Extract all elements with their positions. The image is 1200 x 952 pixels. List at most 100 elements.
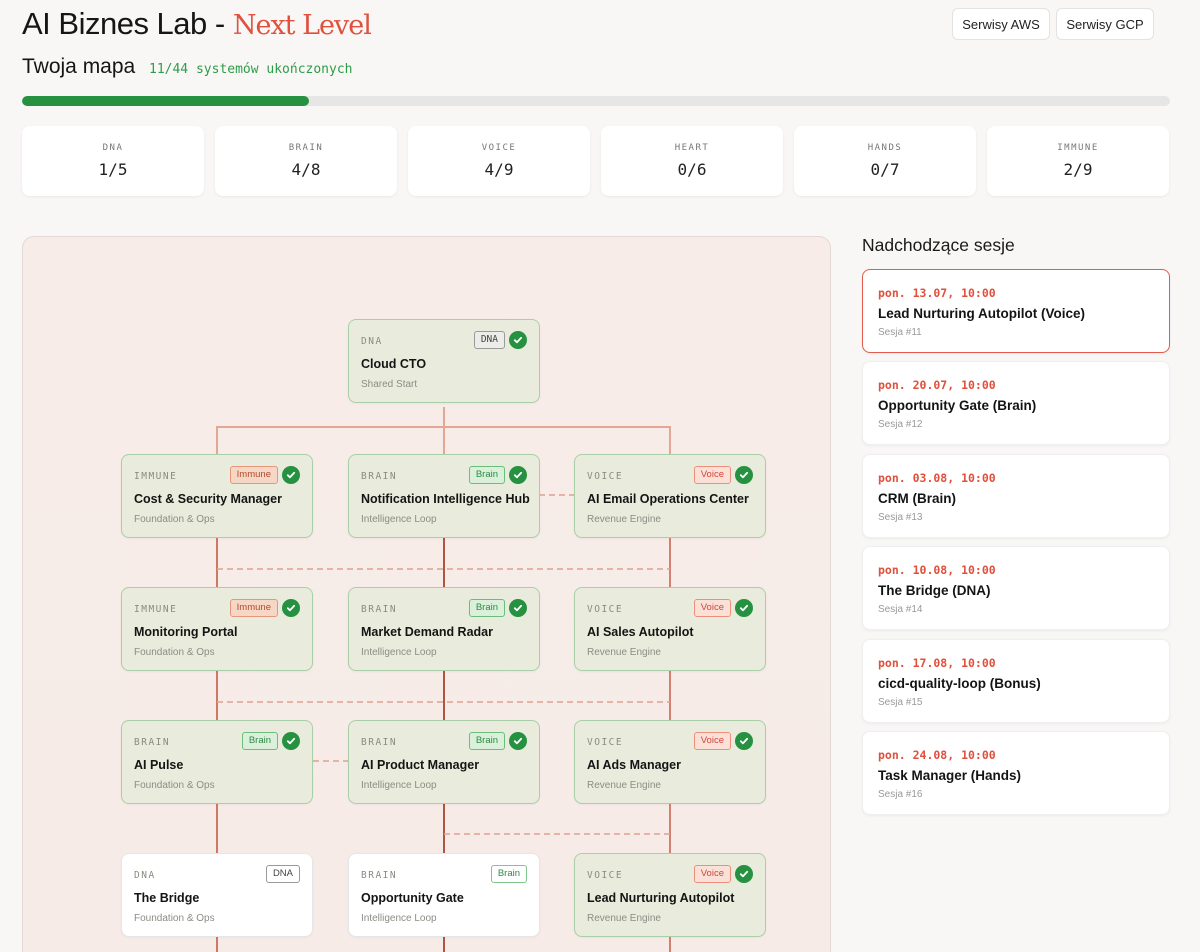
node-opportunity-gate[interactable]: BRAIN Brain Opportunity Gate Intelligenc… bbox=[348, 853, 540, 937]
node-group: Foundation & Ops bbox=[134, 780, 215, 791]
node-ai-sales-autopilot[interactable]: VOICE Voice AI Sales Autopilot Revenue E… bbox=[574, 587, 766, 671]
session-date: pon. 24.08, 10:00 bbox=[878, 748, 996, 762]
node-monitoring-portal[interactable]: IMMUNE Immune Monitoring Portal Foundati… bbox=[121, 587, 313, 671]
node-category: VOICE bbox=[587, 737, 624, 748]
progress-text: 11/44 systemów ukończonych bbox=[149, 62, 353, 77]
session-number: Sesja #13 bbox=[878, 512, 923, 523]
stat-value: 4/9 bbox=[484, 160, 514, 179]
check-icon bbox=[735, 732, 753, 750]
check-icon bbox=[509, 466, 527, 484]
stat-label: BRAIN bbox=[288, 143, 324, 153]
node-tag: DNA bbox=[473, 331, 505, 349]
node-group: Intelligence Loop bbox=[361, 913, 437, 924]
map-subtitle: Twoja mapa bbox=[22, 55, 136, 78]
node-name: The Bridge bbox=[134, 891, 200, 905]
session-title: CRM (Brain) bbox=[878, 491, 956, 506]
node-group: Revenue Engine bbox=[587, 514, 661, 525]
node-the-bridge[interactable]: DNA DNA The Bridge Foundation & Ops bbox=[121, 853, 313, 937]
session-number: Sesja #14 bbox=[878, 604, 923, 615]
node-category: BRAIN bbox=[361, 471, 398, 482]
node-tag: Brain bbox=[490, 865, 527, 883]
node-group: Revenue Engine bbox=[587, 780, 661, 791]
session-card[interactable]: pon. 20.07, 10:00 Opportunity Gate (Brai… bbox=[862, 361, 1170, 445]
node-group: Foundation & Ops bbox=[134, 514, 215, 525]
stat-value: 1/5 bbox=[98, 160, 128, 179]
node-group: Revenue Engine bbox=[587, 647, 661, 658]
session-number: Sesja #15 bbox=[878, 697, 923, 708]
node-category: VOICE bbox=[587, 870, 624, 881]
node-tag: Brain bbox=[241, 732, 278, 750]
node-notification-intelligence-hub[interactable]: BRAIN Brain Notification Intelligence Hu… bbox=[348, 454, 540, 538]
node-category: IMMUNE bbox=[134, 471, 178, 482]
node-group: Revenue Engine bbox=[587, 913, 661, 924]
aws-services-button[interactable]: Serwisy AWS bbox=[952, 8, 1050, 40]
check-icon bbox=[509, 599, 527, 617]
session-card[interactable]: pon. 24.08, 10:00 Task Manager (Hands) S… bbox=[862, 731, 1170, 815]
node-category: BRAIN bbox=[361, 737, 398, 748]
node-group: Shared Start bbox=[361, 379, 418, 390]
stat-card-brain: BRAIN 4/8 bbox=[215, 126, 397, 196]
stat-value: 4/8 bbox=[291, 160, 321, 179]
node-lead-nurturing-autopilot[interactable]: VOICE Voice Lead Nurturing Autopilot Rev… bbox=[574, 853, 766, 937]
node-name: Market Demand Radar bbox=[361, 625, 493, 639]
progress-bar-fill bbox=[22, 96, 309, 106]
node-group: Foundation & Ops bbox=[134, 647, 215, 658]
node-category: BRAIN bbox=[361, 870, 398, 881]
session-date: pon. 13.07, 10:00 bbox=[878, 286, 996, 300]
stat-label: DNA bbox=[102, 143, 124, 153]
node-tag: DNA bbox=[265, 865, 300, 883]
node-group: Intelligence Loop bbox=[361, 647, 437, 658]
node-name: AI Ads Manager bbox=[587, 758, 682, 772]
progress-bar bbox=[22, 96, 1170, 106]
node-group: Foundation & Ops bbox=[134, 913, 215, 924]
session-card[interactable]: pon. 10.08, 10:00 The Bridge (DNA) Sesja… bbox=[862, 546, 1170, 630]
node-category: IMMUNE bbox=[134, 604, 178, 615]
gcp-services-button[interactable]: Serwisy GCP bbox=[1056, 8, 1154, 40]
node-name: Opportunity Gate bbox=[361, 891, 464, 905]
check-icon bbox=[735, 599, 753, 617]
session-date: pon. 10.08, 10:00 bbox=[878, 563, 996, 577]
node-name: Notification Intelligence Hub bbox=[361, 492, 530, 506]
node-name: Cost & Security Manager bbox=[134, 492, 282, 506]
stat-label: IMMUNE bbox=[1057, 143, 1099, 153]
node-ai-ads-manager[interactable]: VOICE Voice AI Ads Manager Revenue Engin… bbox=[574, 720, 766, 804]
node-name: AI Sales Autopilot bbox=[587, 625, 694, 639]
app-title: AI Biznes Lab - Next Level bbox=[22, 6, 372, 42]
check-icon bbox=[509, 331, 527, 349]
stat-label: HANDS bbox=[867, 143, 903, 153]
app-title-main: AI Biznes Lab - bbox=[22, 6, 233, 41]
node-cloud-cto[interactable]: DNA DNA Cloud CTO Shared Start bbox=[348, 319, 540, 403]
node-name: Lead Nurturing Autopilot bbox=[587, 891, 735, 905]
session-card[interactable]: pon. 03.08, 10:00 CRM (Brain) Sesja #13 bbox=[862, 454, 1170, 538]
node-category: BRAIN bbox=[361, 604, 398, 615]
session-card[interactable]: pon. 13.07, 10:00 Lead Nurturing Autopil… bbox=[862, 269, 1170, 353]
session-date: pon. 17.08, 10:00 bbox=[878, 656, 996, 670]
stat-card-immune: IMMUNE 2/9 bbox=[987, 126, 1169, 196]
node-category: VOICE bbox=[587, 471, 624, 482]
node-tag: Brain bbox=[468, 732, 505, 750]
node-ai-product-manager[interactable]: BRAIN Brain AI Product Manager Intellige… bbox=[348, 720, 540, 804]
node-category: DNA bbox=[361, 336, 383, 347]
node-tag: Immune bbox=[229, 466, 278, 484]
node-category: DNA bbox=[134, 870, 156, 881]
check-icon bbox=[282, 466, 300, 484]
node-tag: Voice bbox=[693, 865, 731, 883]
stat-value: 2/9 bbox=[1063, 160, 1093, 179]
node-name: Cloud CTO bbox=[361, 357, 427, 371]
session-title: Opportunity Gate (Brain) bbox=[878, 398, 1037, 413]
node-market-demand-radar[interactable]: BRAIN Brain Market Demand Radar Intellig… bbox=[348, 587, 540, 671]
session-card[interactable]: pon. 17.08, 10:00 cicd-quality-loop (Bon… bbox=[862, 639, 1170, 723]
stat-value: 0/7 bbox=[870, 160, 900, 179]
node-tag: Brain bbox=[468, 599, 505, 617]
systems-map[interactable]: DNA DNA Cloud CTO Shared Start IMMUNE Im… bbox=[22, 236, 831, 952]
session-title: Lead Nurturing Autopilot (Voice) bbox=[878, 306, 1085, 321]
node-ai-email-operations-center[interactable]: VOICE Voice AI Email Operations Center R… bbox=[574, 454, 766, 538]
node-name: AI Product Manager bbox=[361, 758, 480, 772]
node-tag: Brain bbox=[468, 466, 505, 484]
check-icon bbox=[735, 466, 753, 484]
check-icon bbox=[735, 865, 753, 883]
node-cost-security-manager[interactable]: IMMUNE Immune Cost & Security Manager Fo… bbox=[121, 454, 313, 538]
node-ai-pulse[interactable]: BRAIN Brain AI Pulse Foundation & Ops bbox=[121, 720, 313, 804]
session-title: cicd-quality-loop (Bonus) bbox=[878, 676, 1041, 691]
node-tag: Voice bbox=[693, 732, 731, 750]
